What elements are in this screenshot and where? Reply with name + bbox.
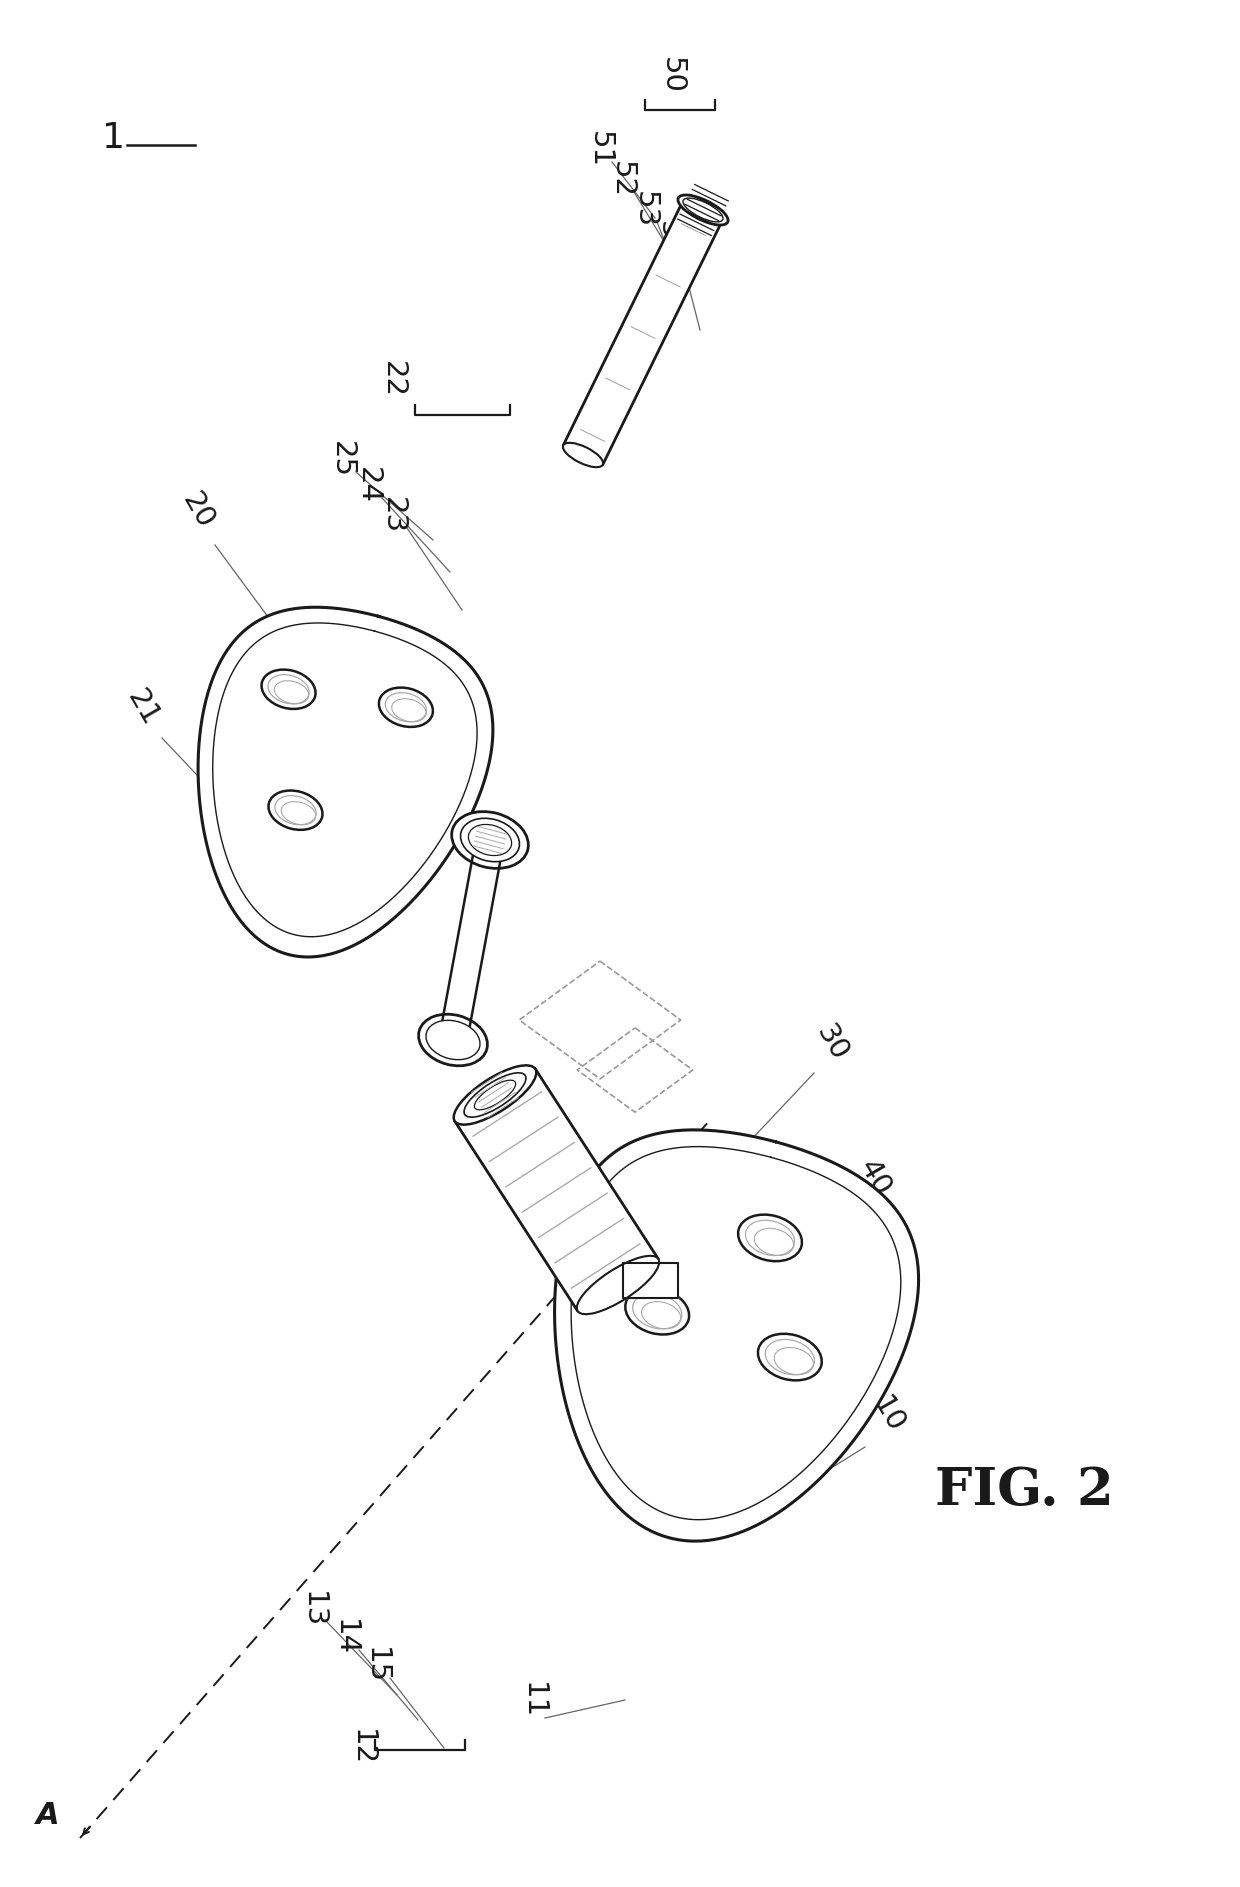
Ellipse shape: [765, 1340, 815, 1376]
Ellipse shape: [577, 1257, 660, 1313]
Text: 13: 13: [299, 1591, 327, 1628]
Text: 24: 24: [353, 466, 382, 504]
Ellipse shape: [427, 1021, 480, 1060]
Polygon shape: [563, 200, 723, 464]
Ellipse shape: [451, 811, 528, 868]
Ellipse shape: [745, 1221, 795, 1255]
Text: 23: 23: [379, 496, 407, 534]
Text: 50: 50: [658, 57, 686, 94]
Text: 11: 11: [520, 1681, 547, 1719]
Text: 12: 12: [348, 1728, 376, 1766]
Ellipse shape: [678, 194, 728, 225]
Ellipse shape: [632, 1294, 682, 1328]
Text: 15: 15: [362, 1647, 391, 1683]
Text: 52: 52: [608, 160, 636, 198]
Ellipse shape: [386, 693, 427, 723]
Ellipse shape: [625, 1289, 689, 1334]
Polygon shape: [455, 1068, 658, 1311]
Ellipse shape: [563, 443, 603, 468]
Polygon shape: [622, 1262, 677, 1298]
Text: FIG. 2: FIG. 2: [935, 1464, 1114, 1515]
Ellipse shape: [738, 1215, 802, 1261]
Polygon shape: [198, 608, 492, 957]
Ellipse shape: [460, 819, 520, 862]
Text: 14: 14: [331, 1619, 360, 1657]
Text: 1: 1: [102, 121, 124, 155]
Ellipse shape: [379, 687, 433, 726]
Ellipse shape: [262, 670, 315, 710]
Text: 30: 30: [811, 1021, 853, 1066]
Text: 53: 53: [631, 191, 658, 228]
Text: 51: 51: [587, 130, 614, 168]
Text: 20: 20: [176, 489, 219, 534]
Text: 10: 10: [867, 1393, 909, 1438]
Text: 54: 54: [653, 221, 682, 259]
Ellipse shape: [758, 1334, 822, 1381]
Ellipse shape: [469, 825, 512, 855]
Text: 25: 25: [329, 442, 356, 477]
Text: 40: 40: [853, 1155, 897, 1200]
Ellipse shape: [275, 796, 316, 825]
Text: 21: 21: [122, 685, 165, 730]
Ellipse shape: [419, 1013, 487, 1066]
Polygon shape: [554, 1130, 919, 1542]
Text: A: A: [36, 1802, 60, 1830]
Polygon shape: [439, 838, 503, 1042]
Ellipse shape: [454, 1066, 537, 1125]
Ellipse shape: [268, 676, 309, 704]
Ellipse shape: [269, 791, 322, 830]
Text: 22: 22: [379, 360, 407, 398]
